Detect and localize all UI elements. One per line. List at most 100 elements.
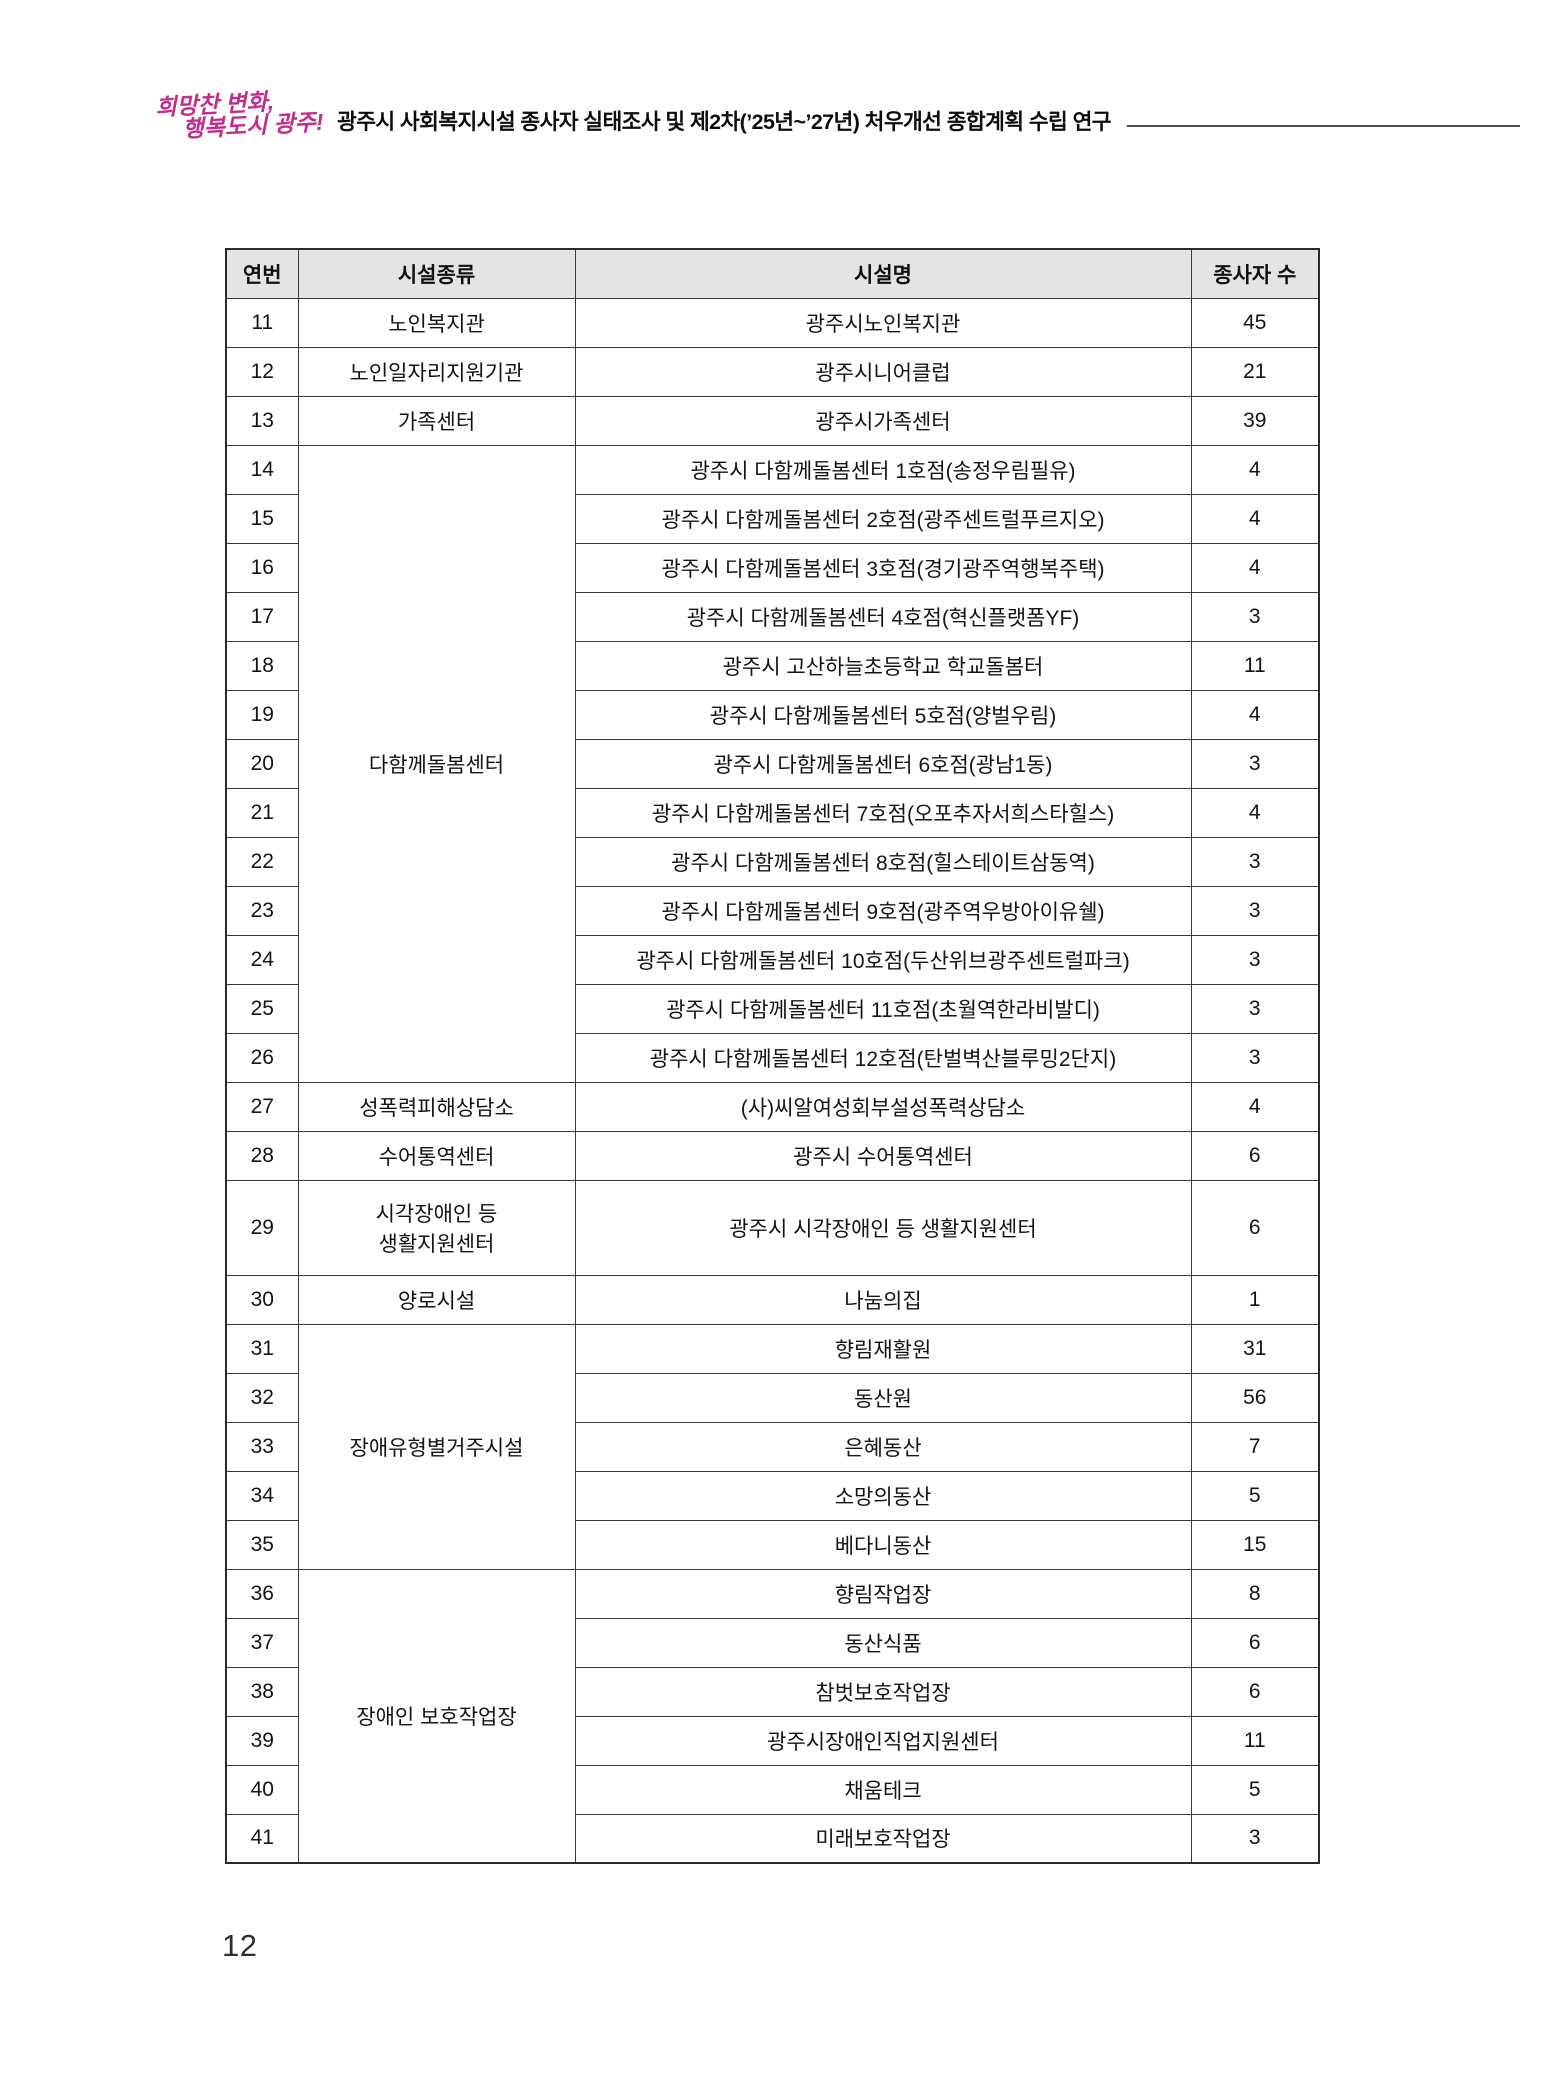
table-row: 23 광주시 다함께돌봄센터 9호점(광주역우방아이유쉘) 3 (225, 885, 1320, 936)
table-row: 34 소망의동산 5 (225, 1470, 1320, 1521)
worker-count-cell: 3 (1190, 1032, 1320, 1083)
facility-name-cell: 동산식품 (574, 1617, 1192, 1668)
facility-name-cell: 광주시장애인직업지원센터 (574, 1715, 1192, 1766)
worker-count-cell: 4 (1190, 787, 1320, 838)
worker-count-cell: 4 (1190, 493, 1320, 544)
facility-name-cell: 은혜동산 (574, 1421, 1192, 1472)
worker-count-cell: 39 (1190, 395, 1320, 446)
worker-count-cell: 6 (1190, 1179, 1320, 1276)
worker-count-cell: 4 (1190, 444, 1320, 495)
row-number-cell: 32 (225, 1372, 299, 1423)
table-row: 38 참벗보호작업장 6 (225, 1666, 1320, 1717)
page-number: 12 (222, 1928, 258, 1963)
column-header-number: 연번 (225, 248, 299, 299)
table-row: 40 채움테크 5 (225, 1764, 1320, 1815)
header-divider-line (1126, 124, 1520, 127)
facility-name-cell: 광주시 다함께돌봄센터 4호점(혁신플랫폼YF) (574, 591, 1192, 642)
facility-name-cell: 동산원 (574, 1372, 1192, 1423)
column-header-facility-name: 시설명 (574, 248, 1192, 299)
facility-table: 연번 시설종류 시설명 종사자 수 11 노인복지관 광주시노인복지관 45 12 노인일… (225, 248, 1320, 1864)
column-header-worker-count: 종사자 수 (1190, 248, 1320, 299)
table-row: 19 광주시 다함께돌봄센터 5호점(양벌우림) 4 (225, 689, 1320, 740)
facility-type-cell: 다함께돌봄센터 (297, 444, 576, 1083)
row-number-cell: 27 (225, 1081, 299, 1132)
facility-name-cell: 광주시 다함께돌봄센터 10호점(두산위브광주센트럴파크) (574, 934, 1192, 985)
facility-name-cell: 향림재활원 (574, 1323, 1192, 1374)
row-number-cell: 41 (225, 1813, 299, 1864)
table-row: 35 베다니동산 15 (225, 1519, 1320, 1570)
worker-count-cell: 8 (1190, 1568, 1320, 1619)
worker-count-cell: 11 (1190, 1715, 1320, 1766)
facility-name-cell: 광주시 다함께돌봄센터 2호점(광주센트럴푸르지오) (574, 493, 1192, 544)
facility-name-cell: 광주시 다함께돌봄센터 8호점(힐스테이트삼동역) (574, 836, 1192, 887)
row-number-cell: 22 (225, 836, 299, 887)
worker-count-cell: 4 (1190, 542, 1320, 593)
facility-name-cell: 광주시 다함께돌봄센터 3호점(경기광주역행복주택) (574, 542, 1192, 593)
worker-count-cell: 6 (1190, 1666, 1320, 1717)
row-number-cell: 26 (225, 1032, 299, 1083)
facility-name-cell: 광주시 다함께돌봄센터 11호점(초월역한라비발디) (574, 983, 1192, 1034)
row-number-cell: 24 (225, 934, 299, 985)
facility-name-cell: 참벗보호작업장 (574, 1666, 1192, 1717)
facility-type-cell: 장애유형별거주시설 (297, 1323, 576, 1570)
facility-type-cell: 양로시설 (297, 1274, 576, 1325)
facility-name-cell: 광주시 시각장애인 등 생활지원센터 (574, 1179, 1192, 1276)
row-number-cell: 25 (225, 983, 299, 1034)
table-row: 24 광주시 다함께돌봄센터 10호점(두산위브광주센트럴파크) 3 (225, 934, 1320, 985)
row-number-cell: 20 (225, 738, 299, 789)
row-number-cell: 16 (225, 542, 299, 593)
worker-count-cell: 3 (1190, 1813, 1320, 1864)
facility-type-cell: 수어통역센터 (297, 1130, 576, 1181)
facility-name-cell: 소망의동산 (574, 1470, 1192, 1521)
worker-count-cell: 21 (1190, 346, 1320, 397)
document-title: 광주시 사회복지시설 종사자 실태조사 및 제2차(’25년~’27년) 처우개… (337, 109, 1112, 134)
worker-count-cell: 3 (1190, 934, 1320, 985)
facility-table-container: 연번 시설종류 시설명 종사자 수 11 노인복지관 광주시노인복지관 45 12 노인일… (225, 248, 1320, 1864)
table-row: 18 광주시 고산하늘초등학교 학교돌봄터 11 (225, 640, 1320, 691)
table-row: 36 장애인 보호작업장 향림작업장 8 (225, 1568, 1320, 1864)
row-number-cell: 33 (225, 1421, 299, 1472)
table-row: 31 장애유형별거주시설 향림재활원 31 (225, 1323, 1320, 1570)
table-row: 17 광주시 다함께돌봄센터 4호점(혁신플랫폼YF) 3 (225, 591, 1320, 642)
table-row: 27 성폭력피해상담소 (사)씨알여성회부설성폭력상담소 4 (225, 1081, 1320, 1132)
row-number-cell: 36 (225, 1568, 299, 1619)
table-row: 20 광주시 다함께돌봄센터 6호점(광남1동) 3 (225, 738, 1320, 789)
worker-count-cell: 6 (1190, 1617, 1320, 1668)
worker-count-cell: 56 (1190, 1372, 1320, 1423)
facility-name-cell: 미래보호작업장 (574, 1813, 1192, 1864)
row-number-cell: 12 (225, 346, 299, 397)
facility-type-cell: 시각장애인 등 생활지원센터 (297, 1179, 576, 1276)
row-number-cell: 14 (225, 444, 299, 495)
facility-name-cell: 광주시 다함께돌봄센터 6호점(광남1동) (574, 738, 1192, 789)
facility-name-cell: 광주시 고산하늘초등학교 학교돌봄터 (574, 640, 1192, 691)
worker-count-cell: 3 (1190, 983, 1320, 1034)
facility-name-cell: 광주시 수어통역센터 (574, 1130, 1192, 1181)
worker-count-cell: 45 (1190, 297, 1320, 348)
facility-name-cell: 광주시 다함께돌봄센터 7호점(오포추자서희스타힐스) (574, 787, 1192, 838)
facility-name-cell: 광주시니어클럽 (574, 346, 1192, 397)
facility-type-cell: 성폭력피해상담소 (297, 1081, 576, 1132)
worker-count-cell: 11 (1190, 640, 1320, 691)
row-number-cell: 18 (225, 640, 299, 691)
logo-line-2: 행복도시 광주! (181, 109, 325, 143)
facility-name-cell: 광주시 다함께돌봄센터 12호점(탄벌벽산블루밍2단지) (574, 1032, 1192, 1083)
table-header: 연번 시설종류 시설명 종사자 수 (225, 248, 1320, 299)
table-row: 15 광주시 다함께돌봄센터 2호점(광주센트럴푸르지오) 4 (225, 493, 1320, 544)
facility-type-cell: 가족센터 (297, 395, 576, 446)
facility-name-cell: 나눔의집 (574, 1274, 1192, 1325)
row-number-cell: 30 (225, 1274, 299, 1325)
table-row: 12 노인일자리지원기관 광주시니어클럽 21 (225, 346, 1320, 397)
row-number-cell: 29 (225, 1179, 299, 1276)
worker-count-cell: 4 (1190, 1081, 1320, 1132)
facility-name-cell: 향림작업장 (574, 1568, 1192, 1619)
table-row: 22 광주시 다함께돌봄센터 8호점(힐스테이트삼동역) 3 (225, 836, 1320, 887)
table-row: 14 다함께돌봄센터 광주시 다함께돌봄센터 1호점(송정우림필유) 4 (225, 444, 1320, 1083)
worker-count-cell: 5 (1190, 1470, 1320, 1521)
worker-count-cell: 3 (1190, 738, 1320, 789)
table-row: 29 시각장애인 등 생활지원센터 광주시 시각장애인 등 생활지원센터 6 (225, 1179, 1320, 1276)
city-slogan-logo: 희망찬 변화, 행복도시 광주! (155, 88, 324, 144)
row-number-cell: 23 (225, 885, 299, 936)
row-number-cell: 37 (225, 1617, 299, 1668)
row-number-cell: 28 (225, 1130, 299, 1181)
facility-name-cell: 채움테크 (574, 1764, 1192, 1815)
